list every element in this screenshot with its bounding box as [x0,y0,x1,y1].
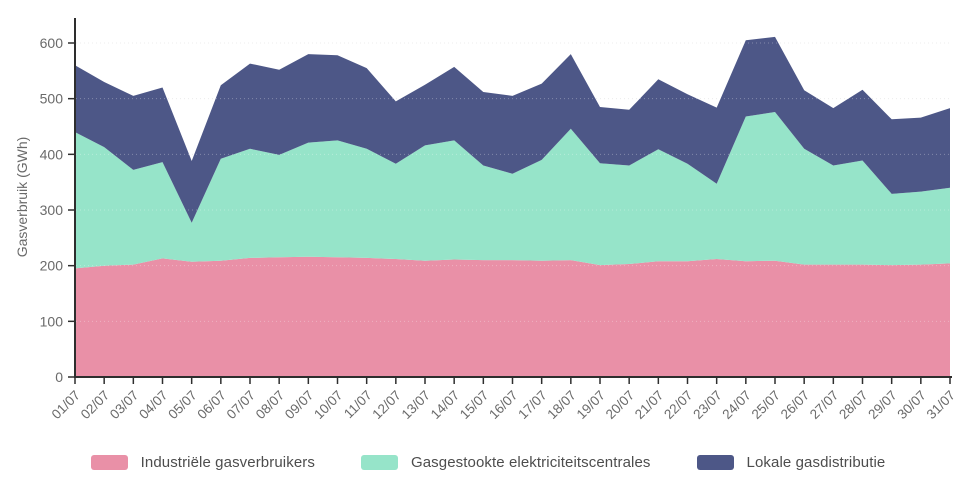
x-tick-label: 02/07 [78,388,113,423]
legend-label: Industriële gasverbruikers [140,453,315,471]
x-tick-label: 03/07 [107,388,142,423]
y-tick-label: 300 [40,202,64,218]
x-tick-label: 15/07 [457,388,492,423]
y-tick-label: 0 [55,369,63,385]
legend-label: Gasgestookte elektriciteitscentrales [410,453,651,471]
legend-label: Lokale gasdistributie [746,453,886,471]
legend-swatch-icon [360,454,398,470]
x-tick-label: 24/07 [719,388,754,423]
legend-item-gasgestookte-elektriciteitscentrales: Gasgestookte elektriciteitscentrales [360,453,651,471]
x-tick-label: 28/07 [836,388,871,423]
chart-legend: Industriële gasverbruikers Gasgestookte e… [0,444,976,480]
legend-swatch-icon [696,454,734,470]
chart-area: 0 100 200 300 400 500 600 01/07 02/07 03/07 04/07 0… [14,18,959,423]
y-tick-label: 100 [40,313,64,329]
x-tick-label: 14/07 [428,388,463,423]
x-tick-label: 21/07 [632,388,667,423]
stacked-area-chart: 010020030040050060001/0702/0703/0704/070… [14,18,959,423]
x-tick-label: 11/07 [341,388,375,422]
x-tick-label: 04/07 [136,388,171,423]
x-tick-label: 22/07 [661,388,696,423]
x-tick-label: 10/07 [311,388,346,423]
x-tick-label: 25/07 [749,388,784,423]
x-tick-label: 20/07 [603,388,638,423]
x-tick-label: 12/07 [369,388,404,423]
y-axis-title: Gasverbruik (GWh) [14,137,30,258]
x-tick-label: 05/07 [165,388,200,423]
area-gasgestookte-elektriciteitscentrales [75,112,950,269]
x-tick-label: 13/07 [399,388,434,423]
y-tick-label: 600 [40,35,64,51]
x-tick-label: 26/07 [778,388,813,423]
x-tick-label: 08/07 [253,388,288,423]
x-tick-label: 30/07 [894,388,929,423]
y-tick-label: 500 [40,91,64,107]
x-tick-label: 19/07 [574,388,609,423]
x-tick-label: 29/07 [865,388,900,423]
x-tick-label: 23/07 [690,388,725,423]
legend-item-lokale-gasdistributie: Lokale gasdistributie [696,453,886,471]
y-tick-label: 200 [40,258,64,274]
area-industriele-gasverbruikers [75,256,950,377]
legend-swatch-icon [90,454,128,470]
x-tick-label: 31/07 [924,388,959,423]
x-tick-label: 16/07 [486,388,521,423]
x-tick-label: 06/07 [194,388,229,423]
x-tick-label: 18/07 [544,388,579,423]
x-tick-label: 01/07 [49,388,84,423]
x-tick-label: 07/07 [224,388,259,423]
x-tick-label: 27/07 [807,388,842,423]
area-lokale-gasdistributie [75,36,950,223]
y-tick-label: 400 [40,146,64,162]
x-tick-label: 17/07 [515,388,550,423]
legend-item-industriele-gasverbruikers: Industriële gasverbruikers [90,453,315,471]
x-tick-label: 09/07 [282,388,317,423]
